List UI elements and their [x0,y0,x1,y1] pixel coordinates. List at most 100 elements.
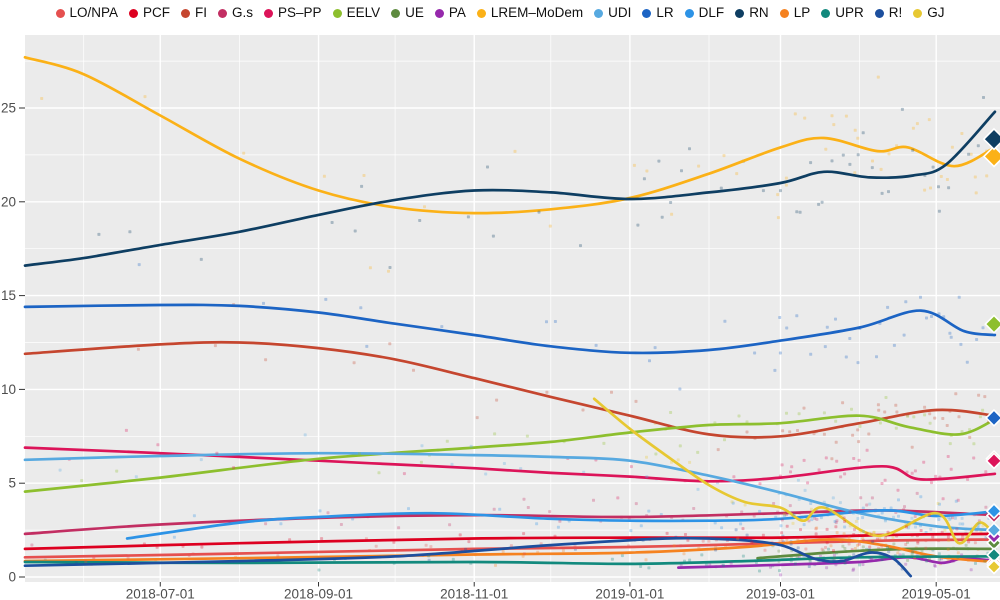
poll-point [904,543,908,546]
poll-point [803,116,807,120]
poll-point [976,525,980,529]
poll-point [884,518,888,522]
poll-point [753,351,757,355]
series-line-ue [756,547,997,560]
poll-point [878,421,882,425]
poll-point [868,502,872,506]
poll-point [951,516,954,520]
legend-item-label: UE [405,5,424,21]
poll-point [750,540,754,544]
poll-point [502,462,506,465]
poll-point [969,152,973,156]
poll-point [858,563,862,567]
poll-point [906,414,910,418]
poll-point [820,200,824,204]
poll-point [793,112,797,116]
poll-point [948,331,952,335]
legend-item-label: LREM–MoDem [490,5,584,21]
poll-point [856,153,860,157]
poll-point [857,542,861,546]
poll-point [861,537,865,541]
poll-point [40,97,44,100]
poll-point [713,521,717,525]
poll-point [213,344,217,348]
poll-point [199,257,203,261]
poll-point [894,403,898,407]
poll-point [445,439,449,443]
legend-item-label: UPR [835,5,864,21]
poll-point [732,475,736,479]
poll-point [825,527,829,531]
poll-point [582,470,586,474]
poll-point [954,499,958,503]
poll-point [870,557,874,561]
chart-legend: LO/NPA PCF FI G.s PS–PP EELV UE PA LREM–MoDem UDI… [0,2,1000,24]
poll-point [825,505,829,509]
poll-point [937,209,941,213]
poll-point [844,114,848,118]
poll-point [809,502,813,505]
poll-point [353,229,357,233]
poll-point [424,543,428,547]
poll-point [848,162,852,166]
poll-point [785,326,789,330]
poll-point [814,532,818,536]
poll-point [501,550,505,553]
poll-point [741,554,745,558]
legend-dot-icon [434,8,444,18]
poll-point [548,224,552,228]
poll-point [933,564,937,568]
poll-point [537,210,541,214]
poll-point [688,147,691,151]
poll-point [806,481,810,485]
poll-point [956,551,960,555]
result-diamond-ps-pp [985,452,1000,470]
poll-point [830,114,834,118]
poll-point [973,541,977,545]
poll-point [418,219,422,222]
poll-point [797,412,801,416]
poll-point [865,448,869,452]
poll-point [938,557,942,561]
result-diamond-lrem-modem [982,145,1000,168]
poll-point [672,544,676,548]
poll-point [834,525,838,529]
poll-point [686,538,690,542]
legend-item-lr: LR [642,6,674,20]
poll-point [843,520,847,523]
poll-point [440,325,444,329]
poll-point [232,466,236,470]
poll-point [734,528,738,532]
poll-point [84,559,88,563]
poll-point [875,355,878,359]
poll-point [594,343,598,347]
poll-point [645,455,648,459]
poll-point [915,122,919,126]
poll-point [467,540,471,544]
poll-point [887,190,890,194]
poll-point [880,558,884,562]
poll-point [945,424,949,427]
poll-point [808,560,812,564]
poll-point [957,295,961,299]
poll-point [713,421,717,425]
poll-point [779,524,783,528]
poll-point [739,522,743,526]
poll-point [670,212,674,216]
poll-point [242,151,246,155]
poll-point [880,511,884,515]
poll-point [829,544,833,548]
poll-point [776,193,780,197]
poll-point [545,320,548,324]
poll-point [126,556,130,560]
legend-dot-icon [391,8,401,18]
poll-point [632,163,636,167]
poll-point [919,295,922,299]
poll-point [833,556,837,560]
poll-point [620,515,623,519]
y-axis-tick-label: 10 [1,382,16,397]
poll-point [956,555,960,559]
poll-point [776,216,780,220]
poll-point [810,518,814,522]
poll-point [817,468,821,472]
